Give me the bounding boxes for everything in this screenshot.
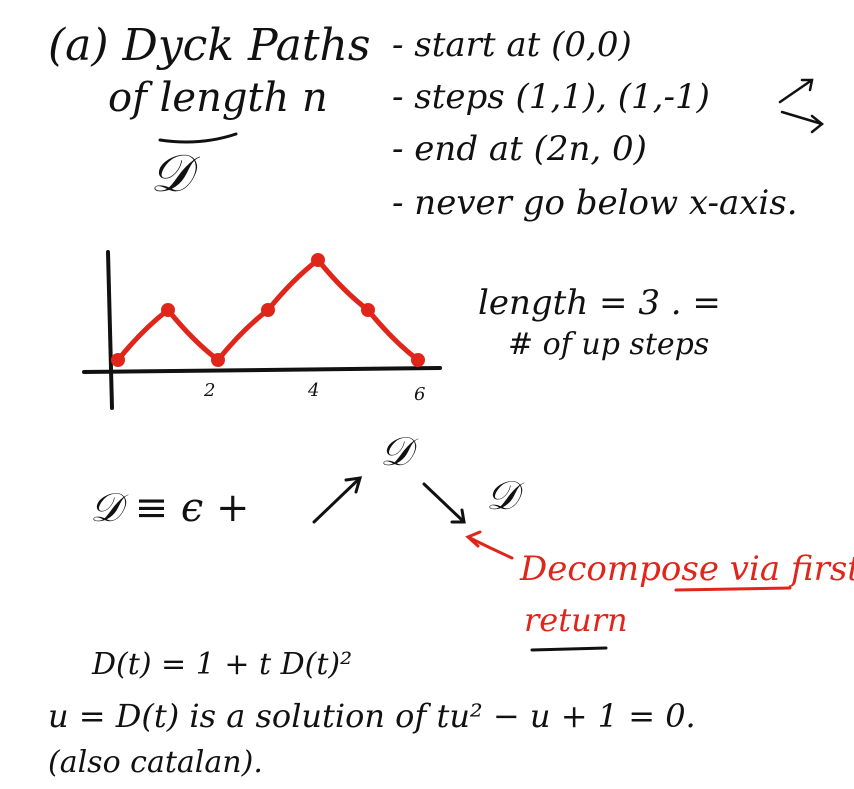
up-steps-note: # of up steps <box>508 327 710 362</box>
path-vertex-2 <box>211 353 225 367</box>
y-axis <box>106 250 114 410</box>
return-note: return <box>524 601 628 639</box>
path-vertex-0 <box>111 353 125 367</box>
x-tick-6: 6 <box>414 384 426 405</box>
catalan-note: (also catalan). <box>48 745 263 780</box>
path-vertex-4 <box>311 253 325 267</box>
generating-function-equation: D(t) = 1 + t D(t)² <box>92 647 353 682</box>
condition-never-below: - never go below x-axis. <box>392 183 798 223</box>
decomposition-right-symbol: 𝒟 <box>486 473 518 519</box>
condition-start: - start at (0,0) <box>392 25 632 65</box>
dyck-set-symbol: 𝒟 <box>150 144 192 204</box>
x-axis <box>82 366 442 374</box>
condition-end: - end at (2n, 0) <box>392 129 647 169</box>
decomposition-lhs: 𝒟 ≡ ϵ + <box>90 485 250 531</box>
up-step-arrow-icon <box>312 476 363 524</box>
condition-steps: - steps (1,1), (1,-1) <box>392 77 710 117</box>
x-tick-4: 4 <box>308 380 320 401</box>
x-tick-2: 2 <box>204 380 216 401</box>
path-vertex-6 <box>411 353 425 367</box>
length-note: length = 3 . = <box>478 283 721 323</box>
decompose-note: Decompose via first <box>520 549 854 589</box>
down-step-arrow-icon <box>422 482 466 524</box>
first-return-pointer-icon <box>465 530 514 560</box>
dyck-path-line <box>115 257 421 363</box>
title-line-1: (a) Dyck Paths <box>48 20 371 71</box>
decomposition-top-symbol: 𝒟 <box>380 429 412 475</box>
title-line-2: of length n <box>108 75 328 121</box>
path-vertex-1 <box>161 303 175 317</box>
path-vertex-3 <box>261 303 275 317</box>
quadratic-equation: u = D(t) is a solution of tu² − u + 1 = … <box>48 697 696 735</box>
return-underline <box>530 646 608 652</box>
path-vertex-5 <box>361 303 375 317</box>
